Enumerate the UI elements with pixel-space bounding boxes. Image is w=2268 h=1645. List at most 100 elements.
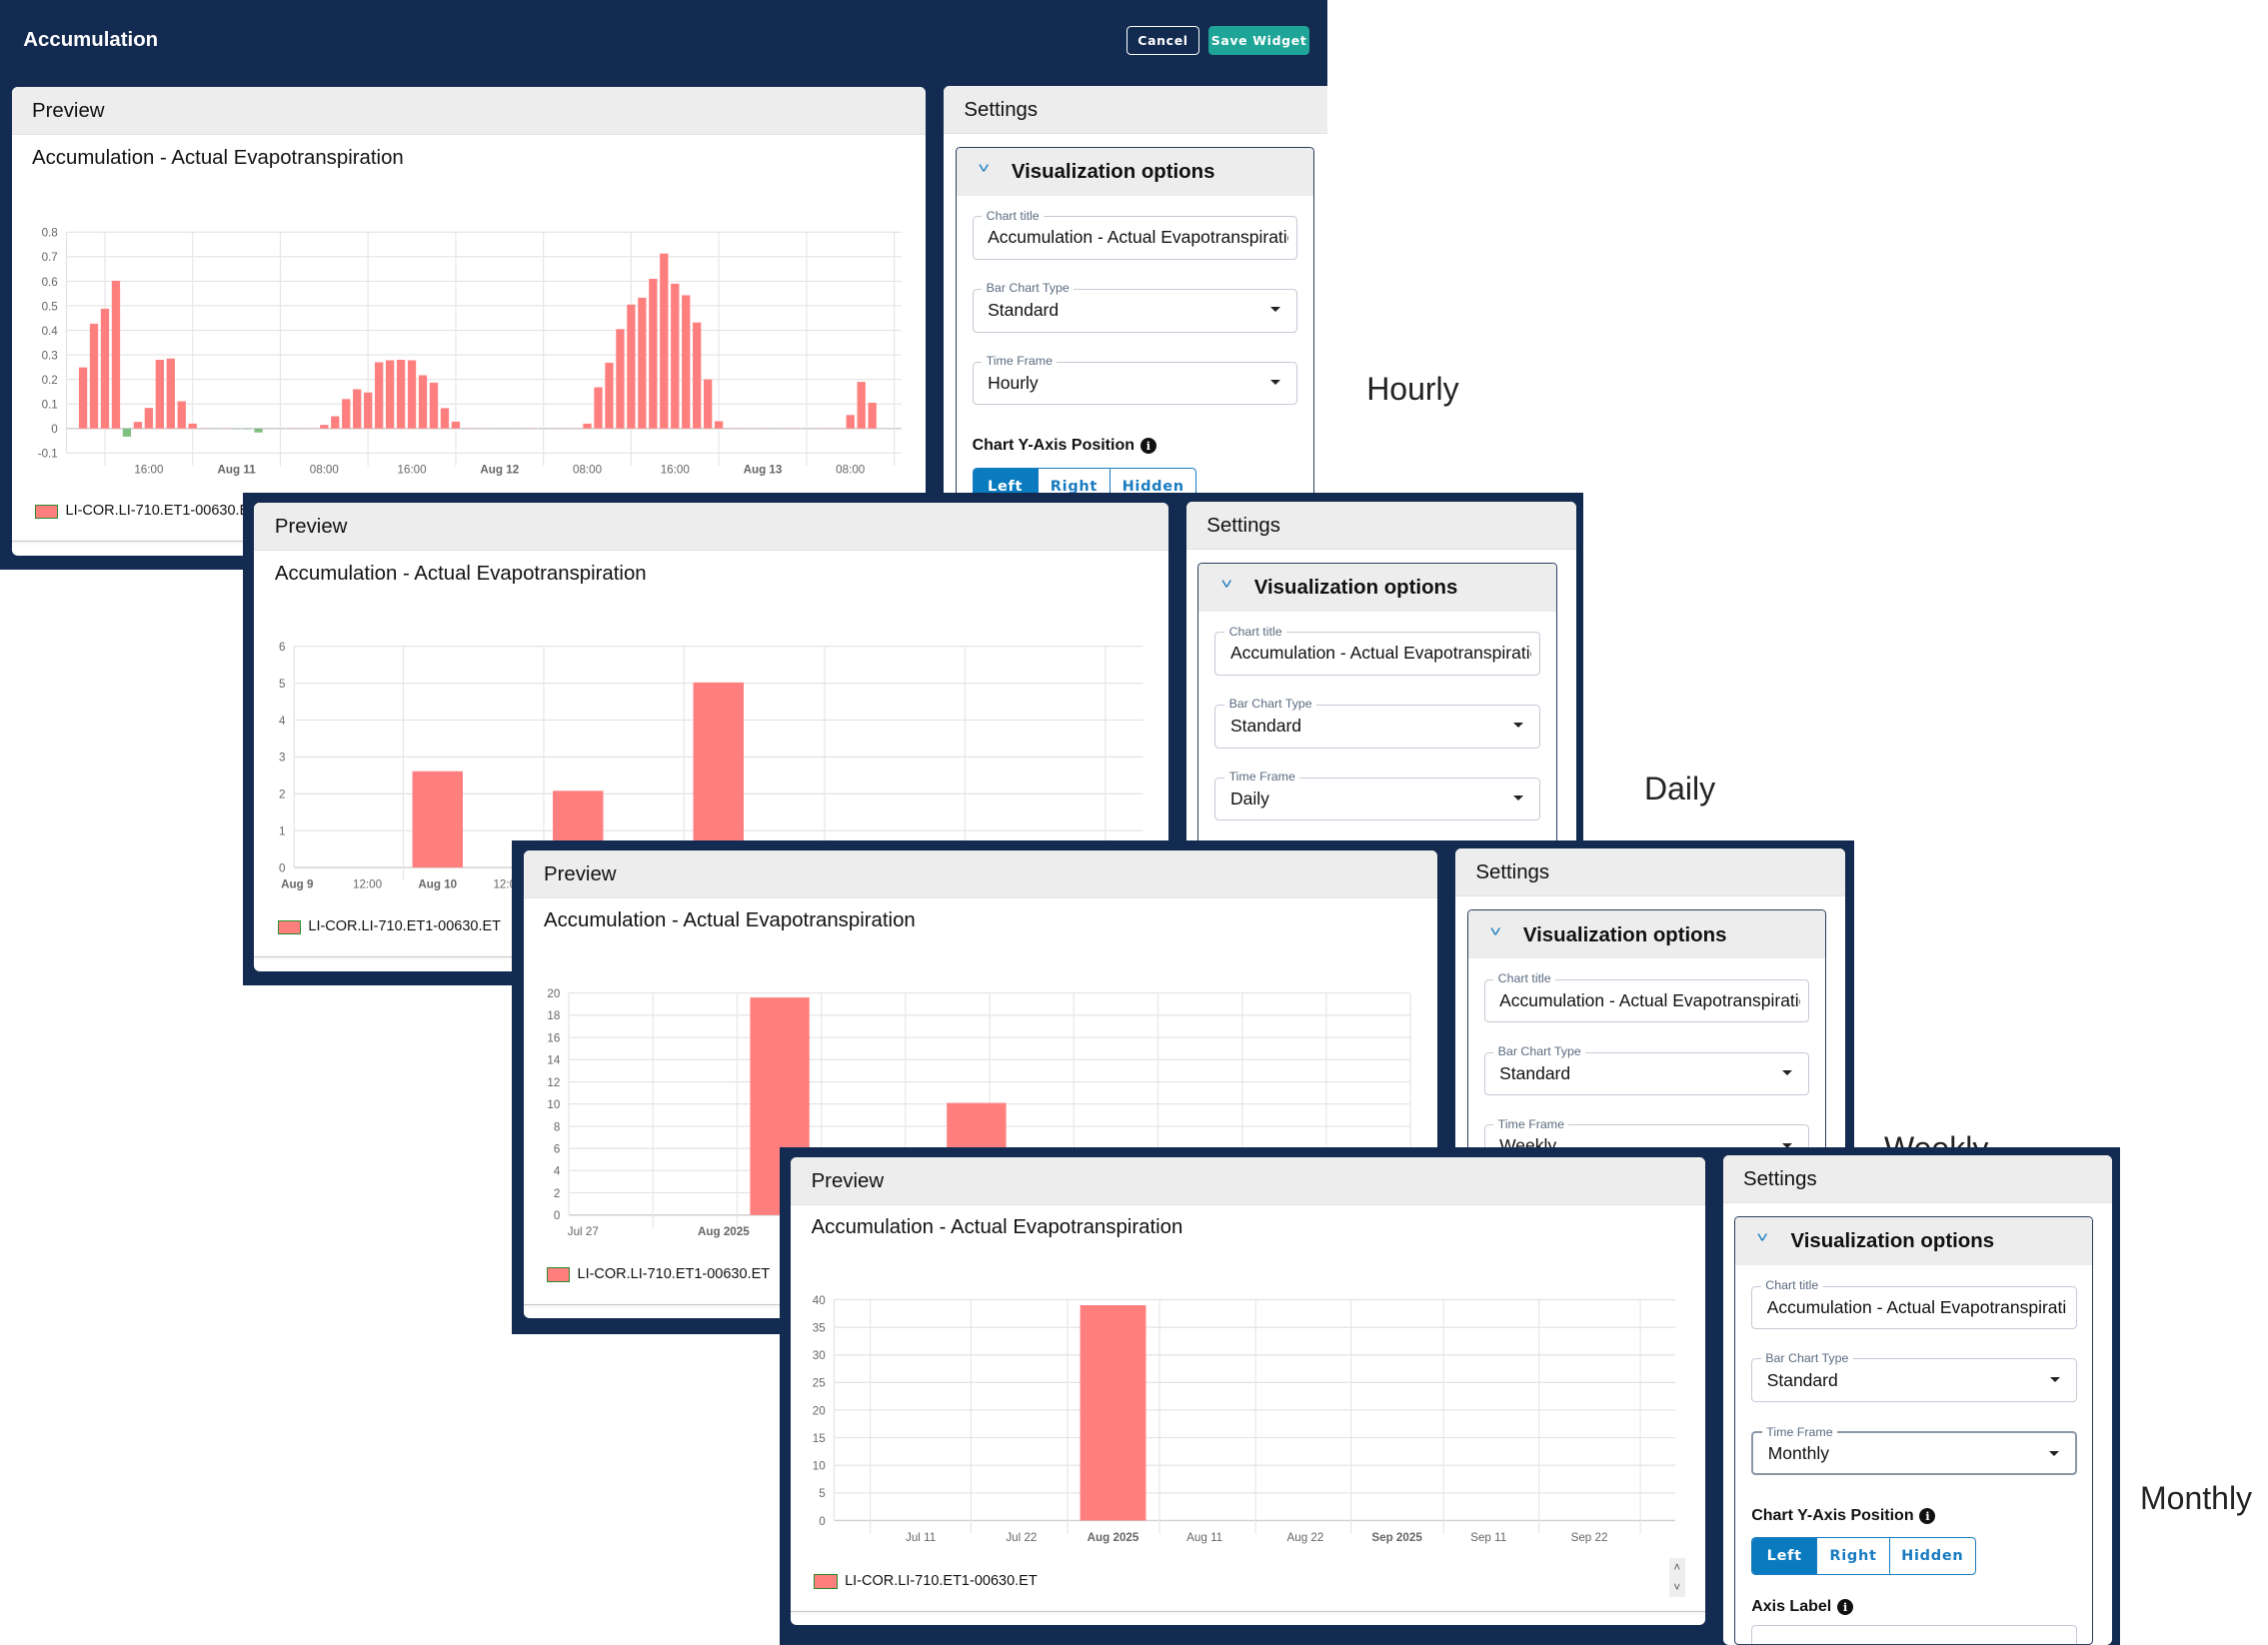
bar-chart-type-select[interactable]: Bar Chart Type Standard: [1214, 697, 1541, 749]
dropdown-arrow-icon[interactable]: [1782, 1142, 1793, 1148]
dropdown-arrow-icon[interactable]: [1782, 1070, 1793, 1076]
x-tick-label: Aug 11: [218, 464, 257, 477]
bar-chart-type-select[interactable]: Bar Chart Type Standard: [972, 281, 1298, 333]
legend-label[interactable]: LI-COR.LI-710.ET1-00630.ET: [65, 503, 259, 520]
dropdown-arrow-icon[interactable]: [2048, 1450, 2059, 1456]
dropdown-arrow-icon[interactable]: [1513, 796, 1524, 802]
y-tick-label: 18: [547, 1009, 560, 1022]
chevron-down-icon[interactable]: ˅: [1756, 1230, 1769, 1247]
scroll-down-icon[interactable]: ˅: [1673, 1580, 1681, 1594]
y-tick-label: 1: [279, 825, 285, 838]
info-icon[interactable]: i: [1919, 1507, 1936, 1524]
bar: [89, 323, 99, 429]
legend-label[interactable]: LI-COR.LI-710.ET1-00630.ET: [577, 1265, 771, 1282]
dropdown-arrow-icon[interactable]: [1270, 307, 1281, 313]
bar: [309, 428, 318, 429]
screenshot-hourly: Accumulation Cancel Save Widget Preview Accu…: [0, 0, 1327, 571]
dropdown-arrow-icon[interactable]: [2049, 1376, 2060, 1382]
visualization-options-title: Visualization options: [1011, 160, 1215, 183]
caption-monthly: Monthly: [2140, 1480, 2253, 1517]
bar-chart-type-label: Bar Chart Type: [1493, 1043, 1586, 1059]
y-axis-left-button[interactable]: Left: [1752, 1538, 1817, 1575]
bar: [375, 362, 384, 429]
bar: [111, 280, 121, 429]
chart-title-value[interactable]: Accumulation - Actual Evapotranspiration: [1766, 1296, 2068, 1317]
y-axis-hidden-button[interactable]: Hidden: [1110, 468, 1195, 505]
y-tick-label: 40: [812, 1293, 825, 1306]
legend-scroll[interactable]: ˄ ˅: [1668, 1558, 1685, 1598]
chart-title-value[interactable]: Accumulation - Actual Evapotranspiration: [988, 227, 1288, 248]
dropdown-arrow-icon[interactable]: [1513, 723, 1524, 729]
bar: [714, 421, 724, 429]
legend-swatch[interactable]: [546, 1267, 571, 1282]
time-frame-select[interactable]: Time Frame Hourly: [972, 354, 1298, 406]
chevron-down-icon[interactable]: ˅: [1489, 923, 1502, 940]
y-axis-hidden-button[interactable]: Hidden: [1888, 1538, 1975, 1575]
y-axis-position-label: Chart Y-Axis Position: [972, 437, 1134, 455]
bar: [144, 408, 154, 429]
bar-chart-type-select[interactable]: Bar Chart Type Standard: [1751, 1350, 2077, 1403]
chevron-down-icon[interactable]: ˅: [978, 160, 991, 177]
info-icon[interactable]: i: [1837, 1599, 1854, 1616]
bar: [451, 421, 461, 429]
y-axis-position-label-row: Chart Y-Axis Position i: [973, 437, 1156, 455]
x-tick-label: 08:00: [573, 464, 603, 477]
chart-title-input[interactable]: Chart title Accumulation - Actual Evapotr…: [1751, 1278, 2077, 1330]
chart-title-input[interactable]: Chart title Accumulation - Actual Evapotr…: [972, 208, 1298, 260]
bar: [835, 428, 844, 430]
legend-swatch[interactable]: [814, 1574, 838, 1589]
visualization-options-toggle[interactable]: ˅ Visualization options: [1735, 1217, 2093, 1266]
y-axis-right-button[interactable]: Right: [1037, 468, 1111, 505]
scroll-up-icon[interactable]: ˄: [1673, 1561, 1681, 1575]
bar-negative: [276, 428, 285, 430]
cancel-button[interactable]: Cancel: [1127, 26, 1199, 56]
y-tick-label: 14: [547, 1053, 560, 1066]
y-tick-label: 2: [279, 789, 285, 802]
visualization-options-toggle[interactable]: ˅ Visualization options: [1198, 563, 1556, 612]
time-frame-value: Daily: [1229, 788, 1269, 809]
y-tick-label: 12: [547, 1075, 560, 1088]
bar-chart-type-select[interactable]: Bar Chart Type Standard: [1483, 1043, 1810, 1096]
x-tick-label: Sep 11: [1470, 1530, 1506, 1543]
bar: [758, 428, 768, 430]
axis-label-input[interactable]: [1751, 1624, 2077, 1645]
x-tick-label: Aug 9: [281, 877, 314, 890]
x-tick-label: Aug 13: [744, 464, 783, 477]
x-tick-label: Aug 12: [480, 464, 519, 477]
bar: [331, 416, 340, 429]
time-frame-select[interactable]: Time Frame Monthly: [1751, 1424, 2077, 1475]
dropdown-arrow-icon[interactable]: [1270, 380, 1281, 386]
bar: [583, 423, 592, 429]
chart-title: Accumulation - Actual Evapotranspiration: [543, 909, 916, 932]
chart-title-input[interactable]: Chart title Accumulation - Actual Evapotr…: [1483, 971, 1810, 1023]
y-axis-right-button[interactable]: Right: [1816, 1538, 1889, 1575]
bar: [594, 387, 603, 429]
time-frame-select[interactable]: Time Frame Weekly: [1483, 1116, 1810, 1168]
bar: [155, 360, 164, 429]
legend-swatch[interactable]: [34, 504, 59, 520]
bar: [133, 422, 143, 429]
visualization-options-toggle[interactable]: ˅ Visualization options: [1467, 910, 1825, 959]
y-tick-label: 0.7: [42, 251, 58, 264]
visualization-options-toggle[interactable]: ˅ Visualization options: [956, 147, 1313, 196]
page-title: Accumulation: [23, 29, 159, 51]
legend-label[interactable]: LI-COR.LI-710.ET1-00630.ET: [845, 1572, 1038, 1589]
chart-title-value[interactable]: Accumulation - Actual Evapotranspiration: [1499, 990, 1800, 1011]
y-tick-label: 5: [819, 1487, 825, 1500]
chart-title-value[interactable]: Accumulation - Actual Evapotranspiration: [1229, 643, 1531, 664]
info-icon[interactable]: i: [1139, 438, 1156, 455]
legend-swatch[interactable]: [277, 919, 302, 935]
time-frame-select[interactable]: Time Frame Daily: [1214, 770, 1541, 822]
x-tick-label: Aug 2025: [1087, 1530, 1138, 1543]
x-tick-label: 08:00: [310, 464, 340, 477]
chevron-down-icon[interactable]: ˅: [1220, 576, 1232, 593]
y-tick-label: 15: [812, 1431, 825, 1444]
legend-label[interactable]: LI-COR.LI-710.ET1-00630.ET: [308, 918, 502, 935]
x-tick-label: Jul 27: [568, 1225, 599, 1238]
x-tick-label: Sep 22: [1570, 1530, 1607, 1543]
save-widget-button[interactable]: Save Widget: [1207, 26, 1310, 56]
chart-title-input[interactable]: Chart title Accumulation - Actual Evapotr…: [1214, 624, 1541, 676]
